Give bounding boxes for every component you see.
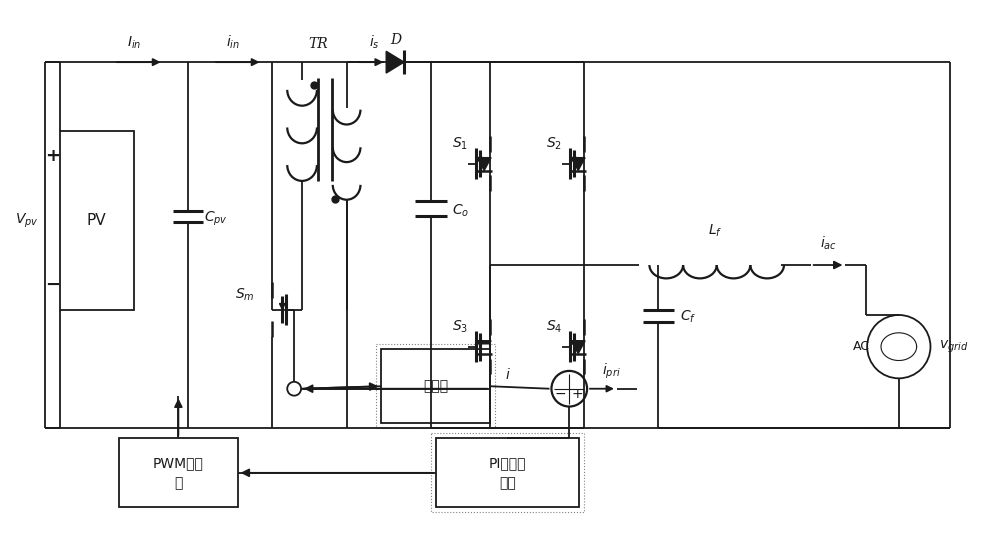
Text: $L_f$: $L_f$ xyxy=(708,222,722,239)
Bar xyxy=(119,438,238,507)
Text: 器: 器 xyxy=(174,476,183,490)
Bar xyxy=(60,131,134,310)
Text: $I_{in}$: $I_{in}$ xyxy=(127,34,141,51)
Text: $i_s$: $i_s$ xyxy=(369,34,380,51)
Text: +: + xyxy=(571,387,583,400)
Text: PI谐振控: PI谐振控 xyxy=(489,456,526,470)
Polygon shape xyxy=(386,51,404,73)
Bar xyxy=(436,438,579,507)
Text: $S_4$: $S_4$ xyxy=(546,319,563,335)
Text: $i_{pri}$: $i_{pri}$ xyxy=(602,362,621,381)
Bar xyxy=(381,349,490,423)
Text: $v_{grid}$: $v_{grid}$ xyxy=(939,339,968,355)
Text: D: D xyxy=(391,34,402,48)
Text: $S_m$: $S_m$ xyxy=(235,287,255,303)
Text: PV: PV xyxy=(87,213,107,228)
Text: PWM发生: PWM发生 xyxy=(153,456,204,470)
Text: $i_{in}$: $i_{in}$ xyxy=(226,34,240,51)
Text: $C_o$: $C_o$ xyxy=(452,202,469,219)
Bar xyxy=(376,344,495,428)
Text: TR: TR xyxy=(308,37,328,51)
Text: AC: AC xyxy=(853,340,870,353)
Text: $S_3$: $S_3$ xyxy=(452,319,469,335)
Text: $S_2$: $S_2$ xyxy=(546,136,562,152)
Text: $C_f$: $C_f$ xyxy=(680,308,696,325)
Text: 滤波器: 滤波器 xyxy=(423,379,448,393)
Text: −: − xyxy=(555,387,566,400)
Polygon shape xyxy=(477,158,491,170)
Polygon shape xyxy=(477,341,491,354)
Text: $V_{pv}$: $V_{pv}$ xyxy=(15,211,39,230)
Polygon shape xyxy=(571,158,585,170)
Text: $C_{pv}$: $C_{pv}$ xyxy=(204,209,228,227)
Text: $i$: $i$ xyxy=(505,367,511,382)
Bar xyxy=(436,438,579,507)
Polygon shape xyxy=(571,341,585,354)
Text: 制器: 制器 xyxy=(499,476,516,490)
Bar xyxy=(431,433,584,513)
Bar xyxy=(381,349,490,423)
Text: $S_1$: $S_1$ xyxy=(452,136,468,152)
Text: −: − xyxy=(45,276,60,294)
Text: +: + xyxy=(45,147,60,165)
Text: $i_{ac}$: $i_{ac}$ xyxy=(820,234,837,252)
